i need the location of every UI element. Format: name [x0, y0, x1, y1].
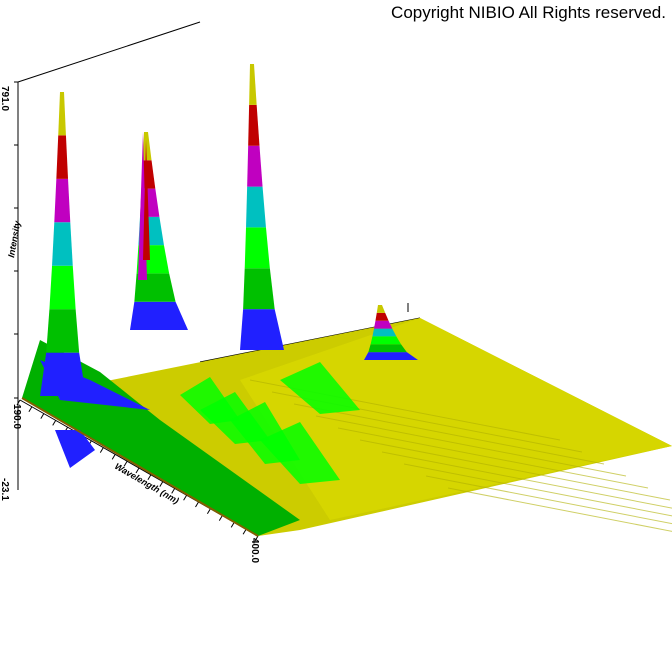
x-tick [206, 508, 211, 515]
peak-band [248, 104, 260, 146]
peak-band [368, 344, 407, 353]
x-tick [147, 474, 152, 481]
x-tick-label-start: 190.0 [11, 404, 22, 429]
floor-ridge [315, 415, 627, 477]
peak-band [46, 309, 80, 353]
peak-band [141, 160, 156, 189]
x-tick [171, 488, 176, 494]
negative-dip [55, 430, 110, 470]
x-tick [16, 399, 21, 406]
copyright-notice: Copyright NIBIO All Rights reserved. [391, 3, 666, 22]
floor-ridge [403, 463, 672, 517]
floor-ridge [337, 427, 649, 489]
ripple [260, 422, 340, 484]
z-axis-title: Intensity [6, 219, 22, 258]
peak-254nm [240, 64, 284, 350]
peak-222nm [130, 132, 188, 330]
peak-band [375, 312, 389, 321]
z-axis-ticks [14, 81, 18, 399]
back-wall-top-edge [17, 21, 201, 83]
x-tick [135, 467, 140, 474]
floor-ridge [381, 451, 672, 509]
x-tick [183, 494, 188, 501]
peak-band [58, 92, 66, 136]
peak-band [376, 305, 386, 313]
peak-band [134, 273, 176, 302]
spike-214nm [143, 140, 150, 260]
z-tick-label-min: -23.1 [0, 478, 10, 501]
peak-band [374, 320, 393, 329]
spectrum-surface [21, 64, 672, 537]
peak-band [142, 132, 152, 161]
surface-floor-far [240, 318, 672, 520]
peak-band [246, 186, 266, 228]
x-tick [230, 522, 235, 528]
floor-ridge [447, 487, 672, 532]
x-tick [111, 454, 116, 460]
peak-band [372, 328, 397, 337]
peak-band [40, 352, 86, 396]
peak-band [52, 222, 73, 266]
x-tick [242, 528, 247, 535]
peak-band [247, 145, 263, 187]
x-tick [159, 481, 164, 487]
peak-193nm [40, 92, 86, 396]
z-tick-label-max: 791.0 [0, 86, 10, 111]
peak-band [240, 309, 284, 350]
peak-band [243, 268, 275, 310]
peak-band [54, 178, 71, 223]
peak-band [370, 336, 402, 345]
floor-ridge [293, 403, 605, 465]
peak-band [56, 135, 69, 179]
front-edge [21, 397, 259, 537]
floor-ridge [425, 475, 672, 525]
x-tick [99, 447, 104, 453]
x-tick [218, 515, 223, 521]
peak-300nm [364, 305, 418, 360]
peak-band [244, 227, 270, 269]
x-tick [123, 460, 128, 467]
peak-band [49, 265, 76, 310]
x-axis-ticks [16, 399, 259, 542]
peak-band [130, 301, 188, 330]
x-tick-label-end: 400.0 [249, 538, 260, 563]
x-tick [52, 420, 57, 426]
x-tick [195, 501, 199, 508]
x-tick [40, 413, 45, 419]
x-tick [28, 406, 33, 413]
floor-ridge [359, 439, 671, 501]
ripple [280, 362, 360, 414]
peak-band [364, 352, 418, 360]
peak-band [249, 64, 257, 105]
